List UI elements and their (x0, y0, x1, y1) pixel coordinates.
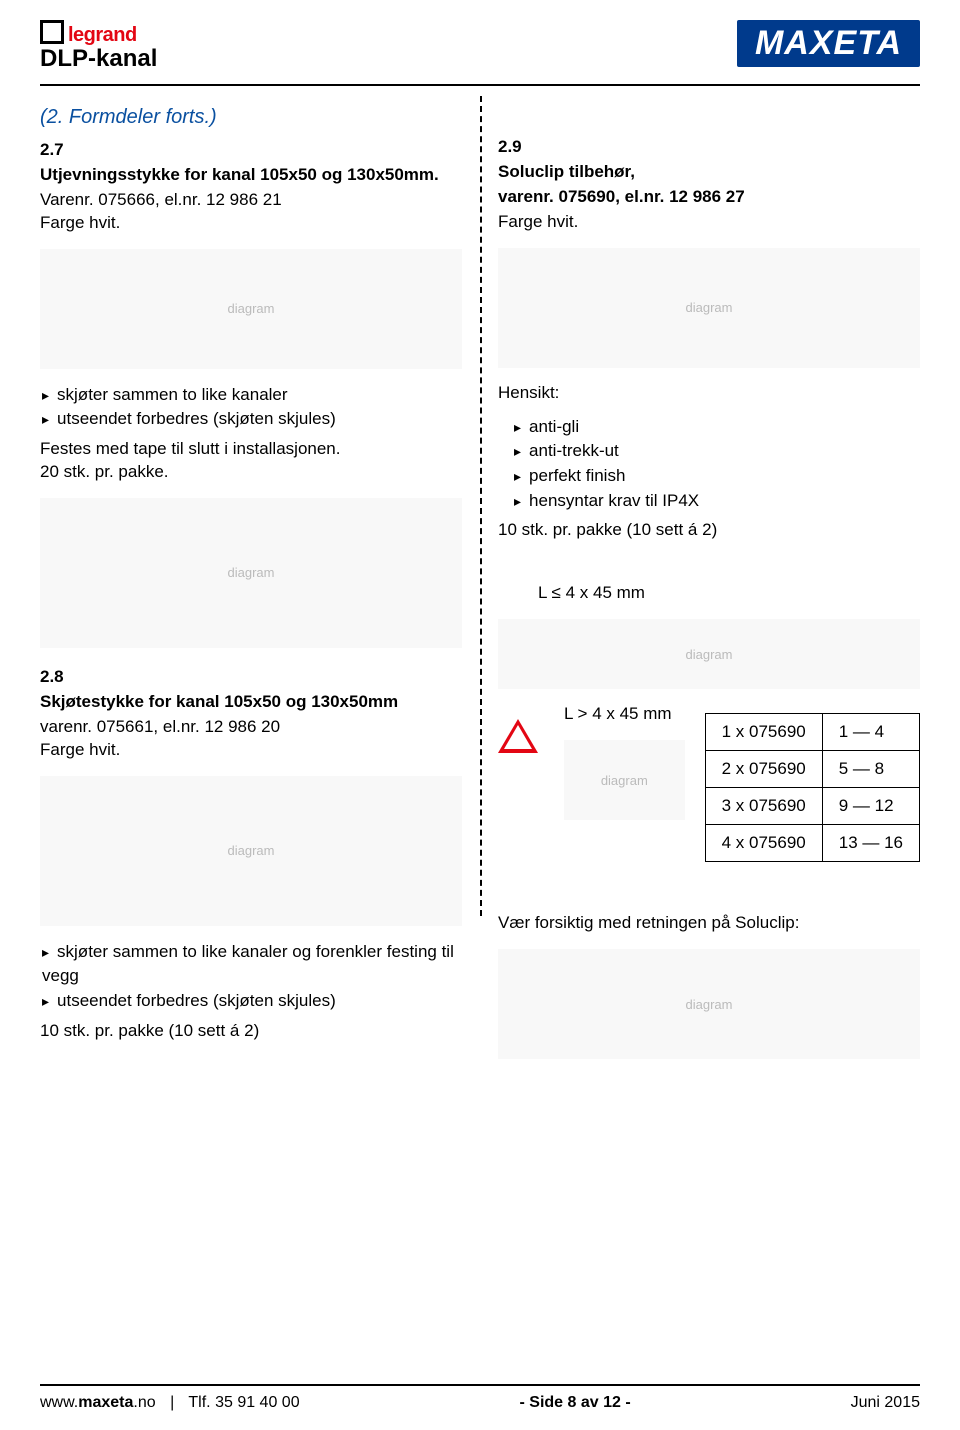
warning-icon (498, 719, 538, 753)
diagram-len2: diagram (564, 740, 685, 820)
diagram-2-7: diagram (40, 249, 462, 369)
table-row: 1 x 0756901 — 4 (705, 714, 919, 751)
url-suffix: .no (133, 1394, 155, 1411)
section-title: Utjevningsstykke for kanal 105x50 og 130… (40, 164, 462, 187)
url-prefix: www. (40, 1394, 78, 1411)
section-number: 2.8 (40, 666, 462, 689)
table-cell: 3 x 075690 (705, 788, 822, 825)
page-title: DLP-kanal (40, 45, 157, 73)
left-logo-block: legrand DLP-kanal (40, 20, 157, 73)
section-number: 2.9 (498, 136, 920, 159)
page-footer: www.maxeta.no | Tlf. 35 91 40 00 - Side … (40, 1384, 920, 1412)
diagram-2-9: diagram (498, 248, 920, 368)
table-row: 2 x 0756905 — 8 (705, 751, 919, 788)
footer-left: www.maxeta.no | Tlf. 35 91 40 00 (40, 1394, 300, 1412)
footer-page-number: - Side 8 av 12 - (520, 1394, 631, 1412)
varenr-line: varenr. 075661, el.nr. 12 986 20 (40, 716, 462, 739)
color-line: Farge hvit. (40, 212, 462, 235)
diagram-2-8: diagram (40, 776, 462, 926)
bullet-item: hensyntar krav til IP4X (514, 489, 920, 514)
legrand-logo: legrand (40, 20, 157, 47)
diagram-caution: diagram (498, 949, 920, 1059)
hensikt-label: Hensikt: (498, 382, 920, 405)
table-cell: 9 — 12 (822, 788, 919, 825)
section-title: Skjøtestykke for kanal 105x50 og 130x50m… (40, 691, 462, 714)
continuation-title: (2. Formdeler forts.) (40, 106, 462, 129)
bullet-item: utseendet forbedres (skjøten skjules) (42, 989, 462, 1014)
diagram-2-7b: diagram (40, 498, 462, 648)
length-label-2: L > 4 x 45 mm (564, 703, 685, 726)
section-2-8: 2.8 Skjøtestykke for kanal 105x50 og 130… (40, 666, 462, 1043)
diagram-len1: diagram (498, 619, 920, 689)
right-column: 2.9 Soluclip tilbehør, varenr. 075690, e… (480, 96, 920, 1276)
bullet-item: anti-gli (514, 415, 920, 440)
note-line: 10 stk. pr. pakke (10 sett á 2) (498, 519, 920, 542)
note-line: Festes med tape til slutt i installasjon… (40, 438, 462, 461)
table-cell: 13 — 16 (822, 825, 919, 862)
color-line: Farge hvit. (40, 739, 462, 762)
bullet-item: skjøter sammen to like kanaler (42, 383, 462, 408)
table-cell: 1 x 075690 (705, 714, 822, 751)
footer-phone: Tlf. 35 91 40 00 (188, 1394, 299, 1411)
table-cell: 1 — 4 (822, 714, 919, 751)
page-header: legrand DLP-kanal MAXETA (40, 20, 920, 86)
column-divider (480, 96, 482, 916)
varenr-line: varenr. 075690, el.nr. 12 986 27 (498, 186, 920, 209)
note-line: 20 stk. pr. pakke. (40, 461, 462, 484)
maxeta-logo: MAXETA (737, 20, 920, 67)
bullet-item: utseendet forbedres (skjøten skjules) (42, 407, 462, 432)
bullet-item: anti-trekk-ut (514, 439, 920, 464)
quantity-table: 1 x 0756901 — 4 2 x 0756905 — 8 3 x 0756… (705, 713, 920, 862)
color-line: Farge hvit. (498, 211, 920, 234)
table-cell: 5 — 8 (822, 751, 919, 788)
bullet-list: skjøter sammen to like kanaler og forenk… (40, 940, 462, 1014)
table-row: 3 x 0756909 — 12 (705, 788, 919, 825)
note-line: 10 stk. pr. pakke (10 sett á 2) (40, 1020, 462, 1043)
section-number: 2.7 (40, 139, 462, 162)
table-cell: 2 x 075690 (705, 751, 822, 788)
url-domain: maxeta (78, 1394, 133, 1411)
table-row: 4 x 07569013 — 16 (705, 825, 919, 862)
table-cell: 4 x 075690 (705, 825, 822, 862)
bullet-item: skjøter sammen to like kanaler og forenk… (42, 940, 462, 989)
left-column: (2. Formdeler forts.) 2.7 Utjevningsstyk… (40, 96, 480, 1276)
bullet-list: skjøter sammen to like kanaler utseendet… (40, 383, 462, 432)
bullet-list: anti-gli anti-trekk-ut perfekt finish he… (512, 415, 920, 514)
section-title: Soluclip tilbehør, (498, 161, 920, 184)
caution-text: Vær forsiktig med retningen på Soluclip: (498, 912, 920, 935)
bullet-item: perfekt finish (514, 464, 920, 489)
varenr-line: Varenr. 075666, el.nr. 12 986 21 (40, 189, 462, 212)
section-2-9: 2.9 Soluclip tilbehør, varenr. 075690, e… (498, 136, 920, 1059)
section-2-7: 2.7 Utjevningsstykke for kanal 105x50 og… (40, 139, 462, 648)
footer-date: Juni 2015 (851, 1394, 920, 1412)
length-label-1: L ≤ 4 x 45 mm (538, 582, 920, 605)
